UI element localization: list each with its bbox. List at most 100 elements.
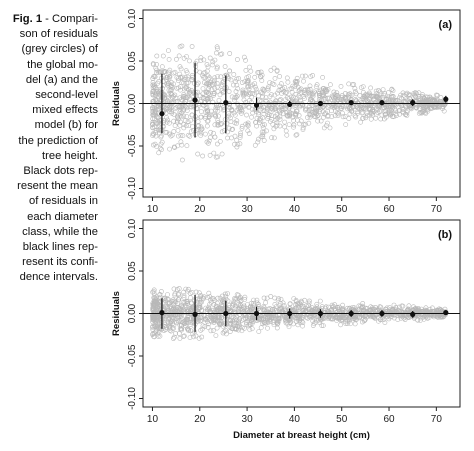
residual-point: [249, 106, 255, 112]
residual-point: [237, 132, 243, 138]
class-mean-dot: [348, 100, 354, 106]
residual-point: [166, 120, 172, 126]
residual-point: [271, 306, 277, 312]
residual-point: [239, 328, 245, 334]
residual-point: [168, 82, 174, 88]
residual-point: [154, 323, 160, 329]
residual-point: [171, 322, 177, 328]
residual-point: [185, 286, 191, 292]
residual-point: [309, 112, 315, 118]
residual-point: [215, 108, 221, 114]
residual-point: [206, 112, 212, 118]
residual-point: [212, 122, 218, 128]
residual-point: [343, 321, 349, 326]
residual-point: [331, 89, 337, 95]
residual-point: [293, 110, 298, 116]
residual-point: [362, 317, 368, 323]
residual-point: [305, 87, 310, 92]
residual-point: [168, 96, 174, 102]
residual-point: [441, 108, 447, 114]
residual-point: [370, 112, 376, 118]
residual-point: [198, 126, 204, 132]
residual-point: [407, 96, 413, 102]
residual-point: [284, 75, 290, 81]
residual-point: [263, 95, 269, 100]
y-tick-label: 0.10: [127, 218, 138, 238]
residual-point: [300, 320, 306, 325]
residual-point: [296, 93, 302, 99]
residual-point: [326, 314, 332, 320]
residual-point: [246, 131, 252, 136]
residual-point: [287, 86, 293, 92]
residual-point: [251, 300, 256, 306]
residual-point: [212, 85, 218, 91]
residual-point: [205, 140, 211, 146]
residual-point: [160, 120, 166, 126]
residual-point: [166, 309, 172, 315]
residual-point: [184, 54, 189, 59]
residual-point: [170, 336, 176, 341]
y-tick-label: 0.00: [127, 93, 138, 113]
residual-point: [170, 325, 176, 331]
residual-point: [355, 110, 361, 116]
residual-point: [357, 93, 363, 98]
residual-point: [199, 102, 205, 107]
residual-point: [271, 82, 277, 87]
residual-point: [177, 326, 183, 332]
residual-point: [232, 133, 238, 139]
residual-point: [305, 315, 311, 321]
residual-point: [166, 81, 171, 86]
residual-point: [167, 325, 173, 331]
residual-point: [158, 133, 164, 139]
residual-point: [277, 306, 283, 311]
residual-point: [215, 295, 221, 301]
residual-point: [372, 315, 378, 321]
residual-point: [164, 75, 169, 80]
residual-point: [211, 150, 217, 156]
residual-point: [158, 320, 164, 325]
residual-point: [198, 307, 204, 313]
residual-point: [175, 297, 181, 303]
residual-point: [369, 111, 374, 116]
residual-point: [235, 292, 241, 298]
residual-point: [431, 314, 437, 320]
residual-point: [239, 125, 245, 131]
residual-point: [256, 329, 262, 334]
residual-point: [325, 120, 330, 126]
residual-point: [265, 318, 271, 324]
residual-point: [282, 119, 288, 125]
residual-point: [415, 317, 421, 323]
x-tick-label: 10: [147, 204, 159, 215]
residual-point: [429, 305, 435, 311]
residual-point: [234, 82, 240, 88]
residual-point: [210, 62, 215, 68]
residual-point: [360, 116, 365, 121]
residual-point: [183, 95, 189, 101]
residual-point: [234, 317, 239, 323]
residual-point: [377, 104, 383, 110]
residual-point: [200, 96, 206, 102]
residual-point: [356, 315, 362, 320]
residual-point: [371, 314, 376, 320]
residual-point: [232, 141, 237, 147]
residual-point: [300, 127, 306, 133]
residual-point: [227, 105, 233, 111]
residual-point: [172, 123, 178, 129]
residual-point: [261, 129, 267, 135]
residual-point: [193, 64, 199, 69]
residual-point: [398, 92, 404, 98]
residual-point: [200, 73, 205, 78]
residual-point: [193, 289, 199, 295]
residual-point: [175, 317, 181, 323]
residual-point: [158, 289, 164, 294]
residual-point: [269, 135, 274, 141]
residual-point: [423, 314, 429, 320]
x-tick-label: 40: [289, 204, 301, 215]
residual-point: [340, 310, 346, 316]
residual-point: [215, 117, 221, 123]
residual-point: [254, 115, 260, 121]
residual-point: [197, 93, 203, 99]
x-tick-label: 40: [289, 414, 301, 425]
residual-point: [238, 110, 244, 116]
residual-point: [434, 104, 440, 109]
